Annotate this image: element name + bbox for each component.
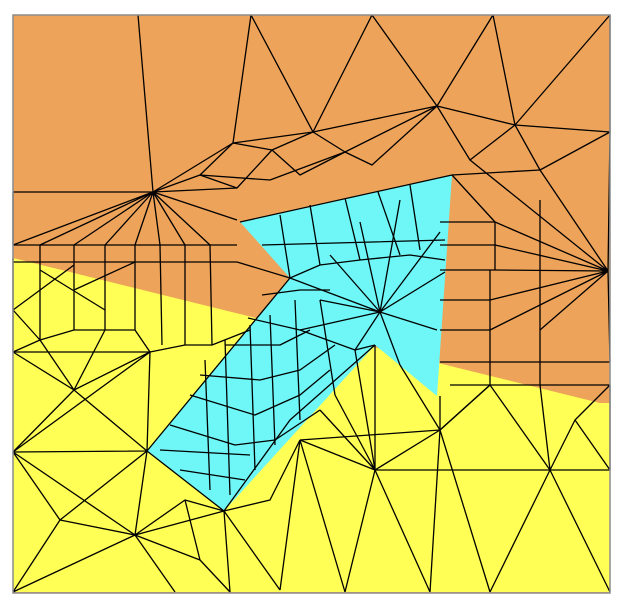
mesh-frame (12, 14, 611, 594)
region-fills (13, 15, 610, 593)
mesh-edges (12, 14, 611, 593)
